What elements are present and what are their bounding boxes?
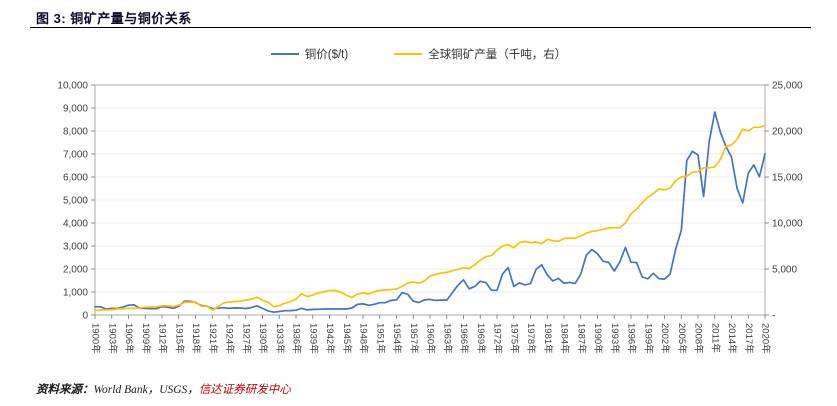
svg-text:1981年: 1981年 [542,323,554,354]
svg-text:6,000: 6,000 [63,173,88,184]
source-label: 资料来源： [36,384,94,396]
svg-text:2,000: 2,000 [63,265,88,276]
svg-text:1912年: 1912年 [157,323,169,354]
svg-text:1918年: 1918年 [190,323,202,354]
source-org: 信达证券研发中心 [198,384,291,396]
svg-text:15,000: 15,000 [772,173,803,184]
svg-text:1984年: 1984年 [559,323,571,354]
svg-text:1906年: 1906年 [123,323,135,354]
svg-text:1978年: 1978年 [525,323,537,354]
svg-text:1927年: 1927年 [240,323,252,354]
svg-text:2005年: 2005年 [676,323,688,354]
svg-text:1948年: 1948年 [358,323,370,354]
svg-text:10,000: 10,000 [772,219,803,230]
svg-text:9,000: 9,000 [63,104,88,115]
svg-text:20,000: 20,000 [772,127,803,138]
line-chart: 0 1,000 2,000 3,000 4,000 5,000 6,000 7,000 8,00… [57,81,803,355]
svg-text:-: - [772,311,775,322]
svg-text:1999年: 1999年 [642,323,654,354]
svg-text:2008年: 2008年 [693,323,705,354]
svg-text:1945年: 1945年 [341,323,353,354]
svg-text:1975年: 1975年 [508,323,520,354]
svg-text:1987年: 1987年 [575,323,587,354]
svg-text:1939年: 1939年 [307,323,319,354]
svg-text:1954年: 1954年 [391,323,403,354]
legend-label-price: 铜价($/t) [304,49,349,61]
svg-text:0: 0 [82,311,88,322]
svg-text:2002年: 2002年 [659,323,671,354]
svg-text:1963年: 1963年 [441,323,453,354]
svg-text:1909年: 1909年 [140,323,152,354]
svg-text:7,000: 7,000 [63,150,88,161]
svg-text:2014年: 2014年 [726,323,738,354]
svg-text:25,000: 25,000 [772,81,803,92]
svg-text:3,000: 3,000 [63,242,88,253]
svg-text:1969年: 1969年 [475,323,487,354]
price-line [94,111,766,314]
svg-text:4,000: 4,000 [63,219,88,230]
svg-text:10,000: 10,000 [57,81,88,92]
svg-text:1966年: 1966年 [458,323,470,354]
svg-text:1936年: 1936年 [291,323,303,354]
source-line: 资料来源：World Bank，USGS，信达证券研发中心 [36,381,291,397]
svg-text:1915年: 1915年 [173,323,185,354]
figure-title: 图 3: 铜矿产量与铜价关系 [36,11,192,26]
svg-text:2020年: 2020年 [760,323,772,354]
svg-text:1993年: 1993年 [609,323,621,354]
svg-text:1957年: 1957年 [408,323,420,354]
svg-text:1996年: 1996年 [626,323,638,354]
price-line-swatch [270,52,299,56]
legend-item-production: 全球铜矿产量（千吨，右） [394,46,566,62]
source-text: World Bank，USGS， [93,384,199,396]
svg-text:1924年: 1924年 [224,323,236,354]
svg-text:1903年: 1903年 [106,323,118,354]
production-line-swatch [394,52,423,56]
svg-text:1960年: 1960年 [425,323,437,354]
svg-text:5,000: 5,000 [63,196,88,207]
svg-text:8,000: 8,000 [63,127,88,138]
legend-item-price: 铜价($/t) [270,46,349,62]
production-line [94,124,766,312]
title-rule [30,27,811,28]
svg-text:1900年: 1900年 [90,323,102,354]
svg-text:1,000: 1,000 [63,288,88,299]
svg-text:1990年: 1990年 [592,323,604,354]
svg-text:2017年: 2017年 [743,323,755,354]
svg-text:1951年: 1951年 [374,323,386,354]
svg-text:1933年: 1933年 [274,323,286,354]
svg-text:2011年: 2011年 [709,323,721,353]
svg-text:1921年: 1921年 [207,323,219,354]
svg-text:1972年: 1972年 [492,323,504,354]
svg-text:5,000: 5,000 [772,265,797,276]
legend-label-production: 全球铜矿产量（千吨，右） [428,49,567,61]
svg-text:1930年: 1930年 [257,323,269,354]
chart-legend: 铜价($/t) 全球铜矿产量（千吨，右） [0,46,837,62]
svg-text:1942年: 1942年 [324,323,336,354]
